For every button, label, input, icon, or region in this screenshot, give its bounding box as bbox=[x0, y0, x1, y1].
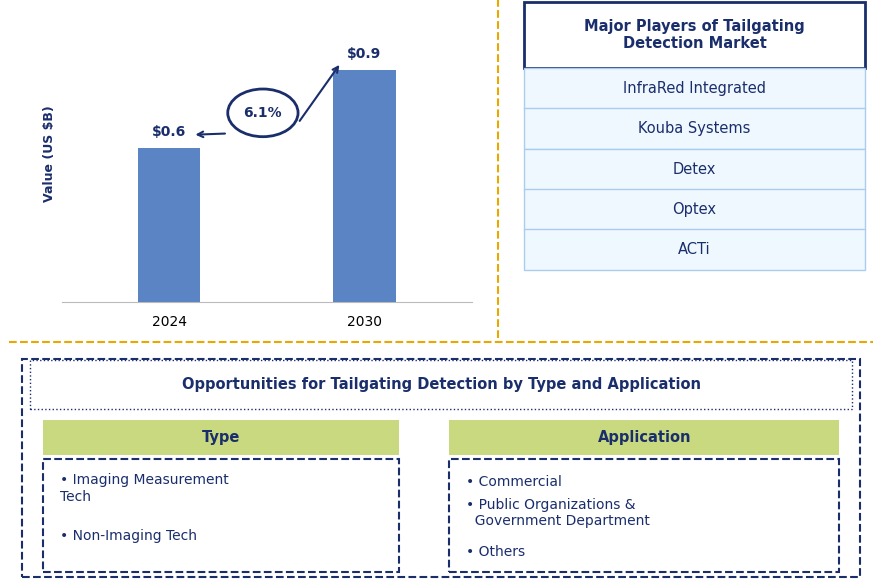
Text: • Imaging Measurement
Tech: • Imaging Measurement Tech bbox=[60, 473, 228, 504]
Text: Opportunities for Tailgating Detection by Type and Application: Opportunities for Tailgating Detection b… bbox=[182, 377, 700, 392]
Text: • Non-Imaging Tech: • Non-Imaging Tech bbox=[60, 529, 197, 543]
Text: Application: Application bbox=[597, 430, 691, 444]
Bar bbox=[138, 148, 200, 302]
FancyBboxPatch shape bbox=[22, 359, 860, 576]
FancyBboxPatch shape bbox=[450, 459, 839, 572]
Text: Source: Lucintel: Source: Lucintel bbox=[383, 372, 505, 385]
FancyBboxPatch shape bbox=[30, 360, 852, 409]
FancyBboxPatch shape bbox=[524, 108, 865, 149]
Text: InfraRed Integrated: InfraRed Integrated bbox=[623, 81, 766, 96]
Text: • Public Organizations &
  Government Department: • Public Organizations & Government Depa… bbox=[467, 498, 650, 528]
FancyBboxPatch shape bbox=[524, 149, 865, 190]
FancyBboxPatch shape bbox=[524, 230, 865, 271]
Text: Kouba Systems: Kouba Systems bbox=[639, 121, 751, 136]
Text: Type: Type bbox=[202, 430, 240, 444]
Text: Optex: Optex bbox=[673, 202, 716, 217]
FancyBboxPatch shape bbox=[524, 2, 865, 69]
Text: • Commercial: • Commercial bbox=[467, 475, 563, 489]
FancyBboxPatch shape bbox=[43, 420, 399, 454]
Bar bbox=[333, 70, 396, 302]
FancyBboxPatch shape bbox=[524, 68, 865, 109]
Text: Detex: Detex bbox=[673, 161, 716, 177]
Text: • Others: • Others bbox=[467, 545, 526, 559]
Text: ACTi: ACTi bbox=[678, 242, 711, 257]
Text: $0.9: $0.9 bbox=[348, 48, 382, 61]
Text: $0.6: $0.6 bbox=[152, 124, 186, 139]
Text: 6.1%: 6.1% bbox=[243, 106, 282, 120]
FancyBboxPatch shape bbox=[450, 420, 839, 454]
Text: Major Players of Tailgating
Detection Market: Major Players of Tailgating Detection Ma… bbox=[584, 19, 805, 51]
FancyBboxPatch shape bbox=[524, 189, 865, 230]
FancyBboxPatch shape bbox=[43, 459, 399, 572]
Y-axis label: Value (US $B): Value (US $B) bbox=[43, 106, 56, 203]
